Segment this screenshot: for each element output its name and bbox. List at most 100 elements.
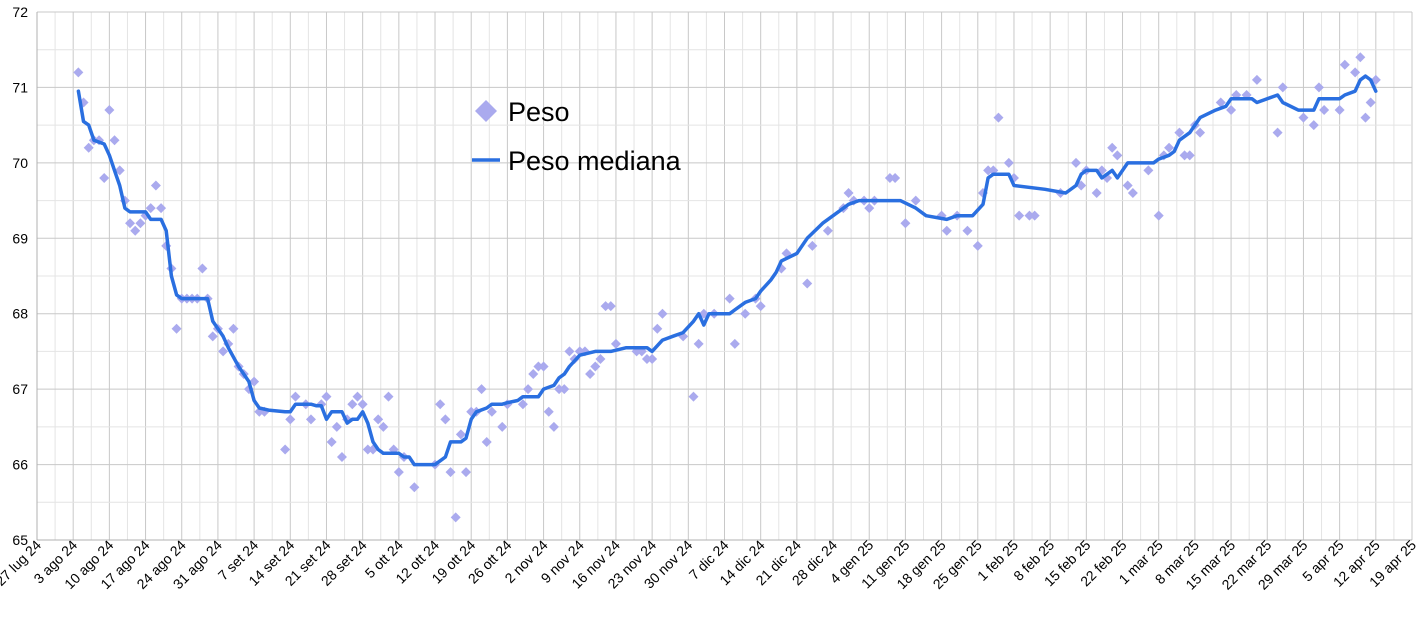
data-point	[802, 278, 813, 289]
data-point	[600, 301, 611, 312]
data-point	[476, 384, 487, 395]
data-point	[450, 512, 461, 523]
data-point	[1127, 188, 1138, 199]
data-point	[843, 188, 854, 199]
data-point	[941, 225, 952, 236]
data-point	[409, 482, 420, 493]
data-point	[83, 142, 94, 153]
data-point	[1226, 105, 1237, 116]
data-point	[326, 436, 337, 447]
data-point	[652, 323, 663, 334]
data-point	[481, 436, 492, 447]
data-point	[1024, 210, 1035, 221]
data-point	[171, 323, 182, 334]
data-point	[595, 353, 606, 364]
data-point	[564, 346, 575, 357]
data-point	[104, 105, 115, 116]
data-point	[280, 444, 291, 455]
data-point	[156, 203, 167, 214]
data-point	[548, 421, 559, 432]
data-point	[1184, 150, 1195, 161]
data-point	[1360, 112, 1371, 123]
legend: Peso Peso mediana	[472, 97, 682, 176]
data-point	[336, 452, 347, 463]
data-point	[1195, 127, 1206, 138]
data-point	[218, 346, 229, 357]
data-point	[641, 353, 652, 364]
series-peso	[73, 52, 1381, 523]
data-point	[647, 353, 658, 364]
data-point	[378, 421, 389, 432]
median-line	[76, 74, 1378, 467]
data-point	[972, 240, 983, 251]
data-point	[910, 195, 921, 206]
data-point	[73, 67, 84, 78]
data-point	[1003, 157, 1014, 168]
data-point	[135, 218, 146, 229]
data-point	[1014, 210, 1025, 221]
data-point	[145, 203, 156, 214]
data-point	[249, 376, 260, 387]
data-point	[125, 218, 136, 229]
data-point	[362, 444, 373, 455]
data-point	[321, 391, 332, 402]
y-tick-label: 68	[12, 306, 28, 322]
data-point	[352, 391, 363, 402]
data-point	[393, 467, 404, 478]
data-point	[285, 414, 296, 425]
data-point	[1365, 97, 1376, 108]
data-point	[1272, 127, 1283, 138]
data-point	[962, 225, 973, 236]
y-tick-label: 67	[12, 381, 28, 397]
data-point	[1334, 105, 1345, 116]
data-point	[290, 391, 301, 402]
data-point	[486, 406, 497, 417]
data-point	[993, 112, 1004, 123]
data-point	[1298, 112, 1309, 123]
data-point	[455, 429, 466, 440]
data-point	[1339, 59, 1350, 70]
data-point	[1277, 82, 1288, 93]
legend-marker-peso	[475, 100, 497, 122]
legend-label-peso-mediana: Peso mediana	[508, 146, 682, 176]
data-point	[228, 323, 239, 334]
data-point	[585, 369, 596, 380]
data-point	[347, 399, 358, 410]
data-point	[1029, 210, 1040, 221]
data-point	[130, 225, 141, 236]
data-point	[688, 391, 699, 402]
data-point	[1071, 157, 1082, 168]
data-point	[1215, 97, 1226, 108]
data-point	[724, 293, 735, 304]
data-point	[1308, 120, 1319, 131]
data-point	[383, 391, 394, 402]
data-point	[1107, 142, 1118, 153]
y-tick-label: 66	[12, 457, 28, 473]
data-point	[1251, 74, 1262, 85]
y-tick-label: 71	[12, 79, 28, 95]
data-point	[523, 384, 534, 395]
data-point	[1313, 82, 1324, 93]
data-point	[1319, 105, 1330, 116]
data-point	[517, 399, 528, 410]
data-point	[1143, 165, 1154, 176]
data-point	[740, 308, 751, 319]
data-point	[864, 203, 875, 214]
data-point	[357, 399, 368, 410]
data-point	[610, 338, 621, 349]
series-peso-mediana	[76, 74, 1378, 467]
data-point	[207, 331, 218, 342]
data-point	[890, 172, 901, 183]
data-point	[497, 421, 508, 432]
data-point	[99, 172, 110, 183]
data-point	[900, 218, 911, 229]
data-point	[1350, 67, 1361, 78]
data-point	[755, 301, 766, 312]
data-point	[729, 338, 740, 349]
data-point	[373, 414, 384, 425]
y-tick-label: 69	[12, 230, 28, 246]
data-point	[440, 414, 451, 425]
data-point	[305, 414, 316, 425]
data-point	[538, 361, 549, 372]
